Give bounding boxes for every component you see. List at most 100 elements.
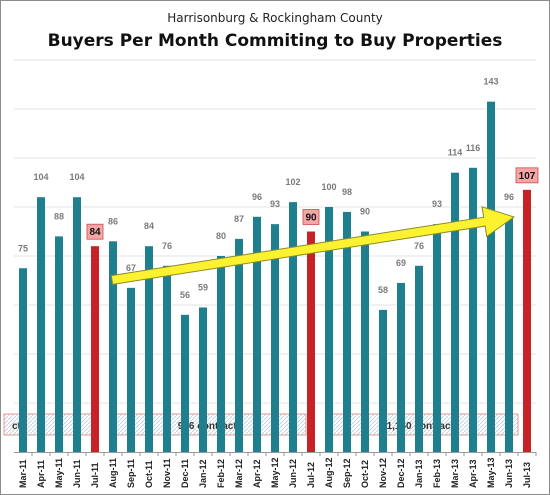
value-label: 87 bbox=[234, 214, 244, 224]
value-label: 58 bbox=[378, 285, 388, 295]
bar-nov-11 bbox=[163, 265, 171, 452]
highlight-label-bg bbox=[86, 223, 104, 240]
x-tick-label: May-13 bbox=[486, 457, 496, 488]
x-tick-label: Jul-13 bbox=[522, 462, 532, 488]
value-label: 143 bbox=[483, 77, 498, 87]
x-tick-label: Mar-11 bbox=[18, 459, 28, 488]
trend-arrow bbox=[110, 206, 516, 285]
bar-may-12 bbox=[271, 224, 279, 452]
x-tick-label: Dec-11 bbox=[180, 459, 190, 488]
x-tick-label: Apr-11 bbox=[36, 460, 46, 488]
bar-feb-13 bbox=[433, 224, 441, 452]
bar-jun-13 bbox=[505, 216, 513, 452]
x-tick-label: Apr-12 bbox=[252, 459, 262, 488]
highlight-label-bg bbox=[515, 167, 539, 184]
value-label: 90 bbox=[305, 213, 317, 224]
highlight-label-bg bbox=[302, 209, 320, 225]
period-box-label: 976 contracts bbox=[178, 421, 243, 432]
bar-jul-12 bbox=[307, 231, 315, 452]
bar-may-13 bbox=[487, 101, 495, 453]
bar-oct-12 bbox=[361, 231, 369, 452]
period-box-label: 1,160 contracts bbox=[387, 421, 460, 432]
x-tick-label: May-12 bbox=[270, 457, 280, 488]
bar-may-11 bbox=[55, 236, 63, 452]
x-tick-label: Jun-12 bbox=[288, 459, 298, 488]
x-tick-label: Sep-11 bbox=[126, 459, 136, 488]
x-tick-label: Jun-13 bbox=[504, 459, 514, 488]
bar-apr-13 bbox=[469, 167, 477, 453]
x-tick-label: Feb-13 bbox=[432, 459, 442, 488]
value-label: 90 bbox=[360, 207, 370, 217]
x-tick-label: Jul-11 bbox=[90, 462, 100, 488]
value-label: 75 bbox=[18, 243, 28, 253]
value-label: 100 bbox=[321, 182, 336, 192]
value-label: 93 bbox=[270, 199, 280, 209]
bar-jul-13 bbox=[523, 189, 531, 452]
value-label: 76 bbox=[414, 241, 424, 251]
bar-aug-12 bbox=[325, 207, 333, 452]
value-label: 76 bbox=[162, 241, 172, 251]
value-label: 96 bbox=[504, 192, 514, 202]
x-tick-label: Mar-12 bbox=[234, 459, 244, 488]
x-tick-label: Jan-13 bbox=[414, 459, 424, 488]
x-tick-label: Apr-13 bbox=[468, 459, 478, 488]
x-axis-ticks: Mar-11 Apr-11 May-11 Jun-11 Jul-11 Aug-11 Sep-… bbox=[18, 452, 537, 488]
trend-arrow-shape bbox=[110, 206, 516, 285]
x-tick-label: Mar-13 bbox=[450, 459, 460, 488]
chart-title: Buyers Per Month Commiting to Buy Proper… bbox=[47, 31, 503, 51]
bar-apr-11 bbox=[37, 197, 45, 452]
x-tick-label: Nov-11 bbox=[162, 458, 172, 488]
value-label: 107 bbox=[519, 171, 536, 182]
value-label: 104 bbox=[69, 172, 84, 182]
value-label: 84 bbox=[144, 221, 154, 231]
value-label: 98 bbox=[342, 187, 352, 197]
x-tick-label: Oct-11 bbox=[144, 460, 154, 488]
bar-mar-11 bbox=[19, 268, 27, 452]
bar-oct-11 bbox=[145, 246, 153, 452]
value-label: 116 bbox=[466, 143, 481, 153]
bar-nov-12 bbox=[379, 309, 387, 452]
value-label: 69 bbox=[396, 258, 406, 268]
value-label: 114 bbox=[448, 148, 463, 158]
bar-apr-12 bbox=[253, 216, 261, 452]
bar-jul-11 bbox=[91, 246, 99, 452]
value-label: 86 bbox=[108, 216, 118, 226]
x-tick-label: Dec-12 bbox=[396, 458, 406, 488]
value-label: 84 bbox=[89, 227, 101, 238]
value-label: 80 bbox=[216, 231, 226, 241]
value-label: 102 bbox=[285, 177, 300, 187]
value-label: 104 bbox=[33, 172, 48, 182]
value-label: 96 bbox=[252, 192, 262, 202]
bars bbox=[19, 101, 531, 453]
value-label: 88 bbox=[54, 211, 64, 221]
value-label: 67 bbox=[126, 263, 136, 273]
value-label: 56 bbox=[180, 290, 190, 300]
bar-dec-11 bbox=[181, 314, 189, 452]
bar-mar-13 bbox=[451, 172, 459, 452]
x-tick-label: May-11 bbox=[54, 458, 64, 488]
bar-jan-13 bbox=[415, 265, 423, 452]
x-tick-label: Jan-12 bbox=[198, 459, 208, 488]
bar-mar-12 bbox=[235, 238, 243, 452]
x-tick-label: Feb-12 bbox=[216, 459, 226, 488]
value-label: 59 bbox=[198, 282, 208, 292]
bar-dec-12 bbox=[397, 282, 405, 452]
value-label: 93 bbox=[432, 199, 442, 209]
x-tick-label: Oct-12 bbox=[360, 460, 370, 488]
bar-jun-12 bbox=[289, 202, 297, 452]
bar-aug-11 bbox=[109, 241, 117, 452]
x-tick-label: Jul-12 bbox=[306, 462, 316, 488]
x-tick-label: Nov-12 bbox=[378, 458, 388, 488]
bar-feb-12 bbox=[217, 256, 225, 452]
bar-sep-11 bbox=[127, 287, 135, 452]
x-tick-label: Aug-11 bbox=[108, 458, 118, 488]
x-tick-label: Sep-12 bbox=[342, 458, 352, 488]
chart-subtitle: Harrisonburg & Rockingham County bbox=[167, 11, 383, 25]
bar-sep-12 bbox=[343, 211, 351, 452]
x-tick-label: Jun-11 bbox=[72, 459, 82, 488]
x-tick-label: Aug-12 bbox=[324, 457, 334, 488]
value-labels: 75 104 88 104 84 86 67 84 76 56 59 80 87 96 93 102 90 100… bbox=[18, 77, 539, 300]
bar-jun-11 bbox=[73, 197, 81, 452]
bar-jan-12 bbox=[199, 307, 207, 452]
